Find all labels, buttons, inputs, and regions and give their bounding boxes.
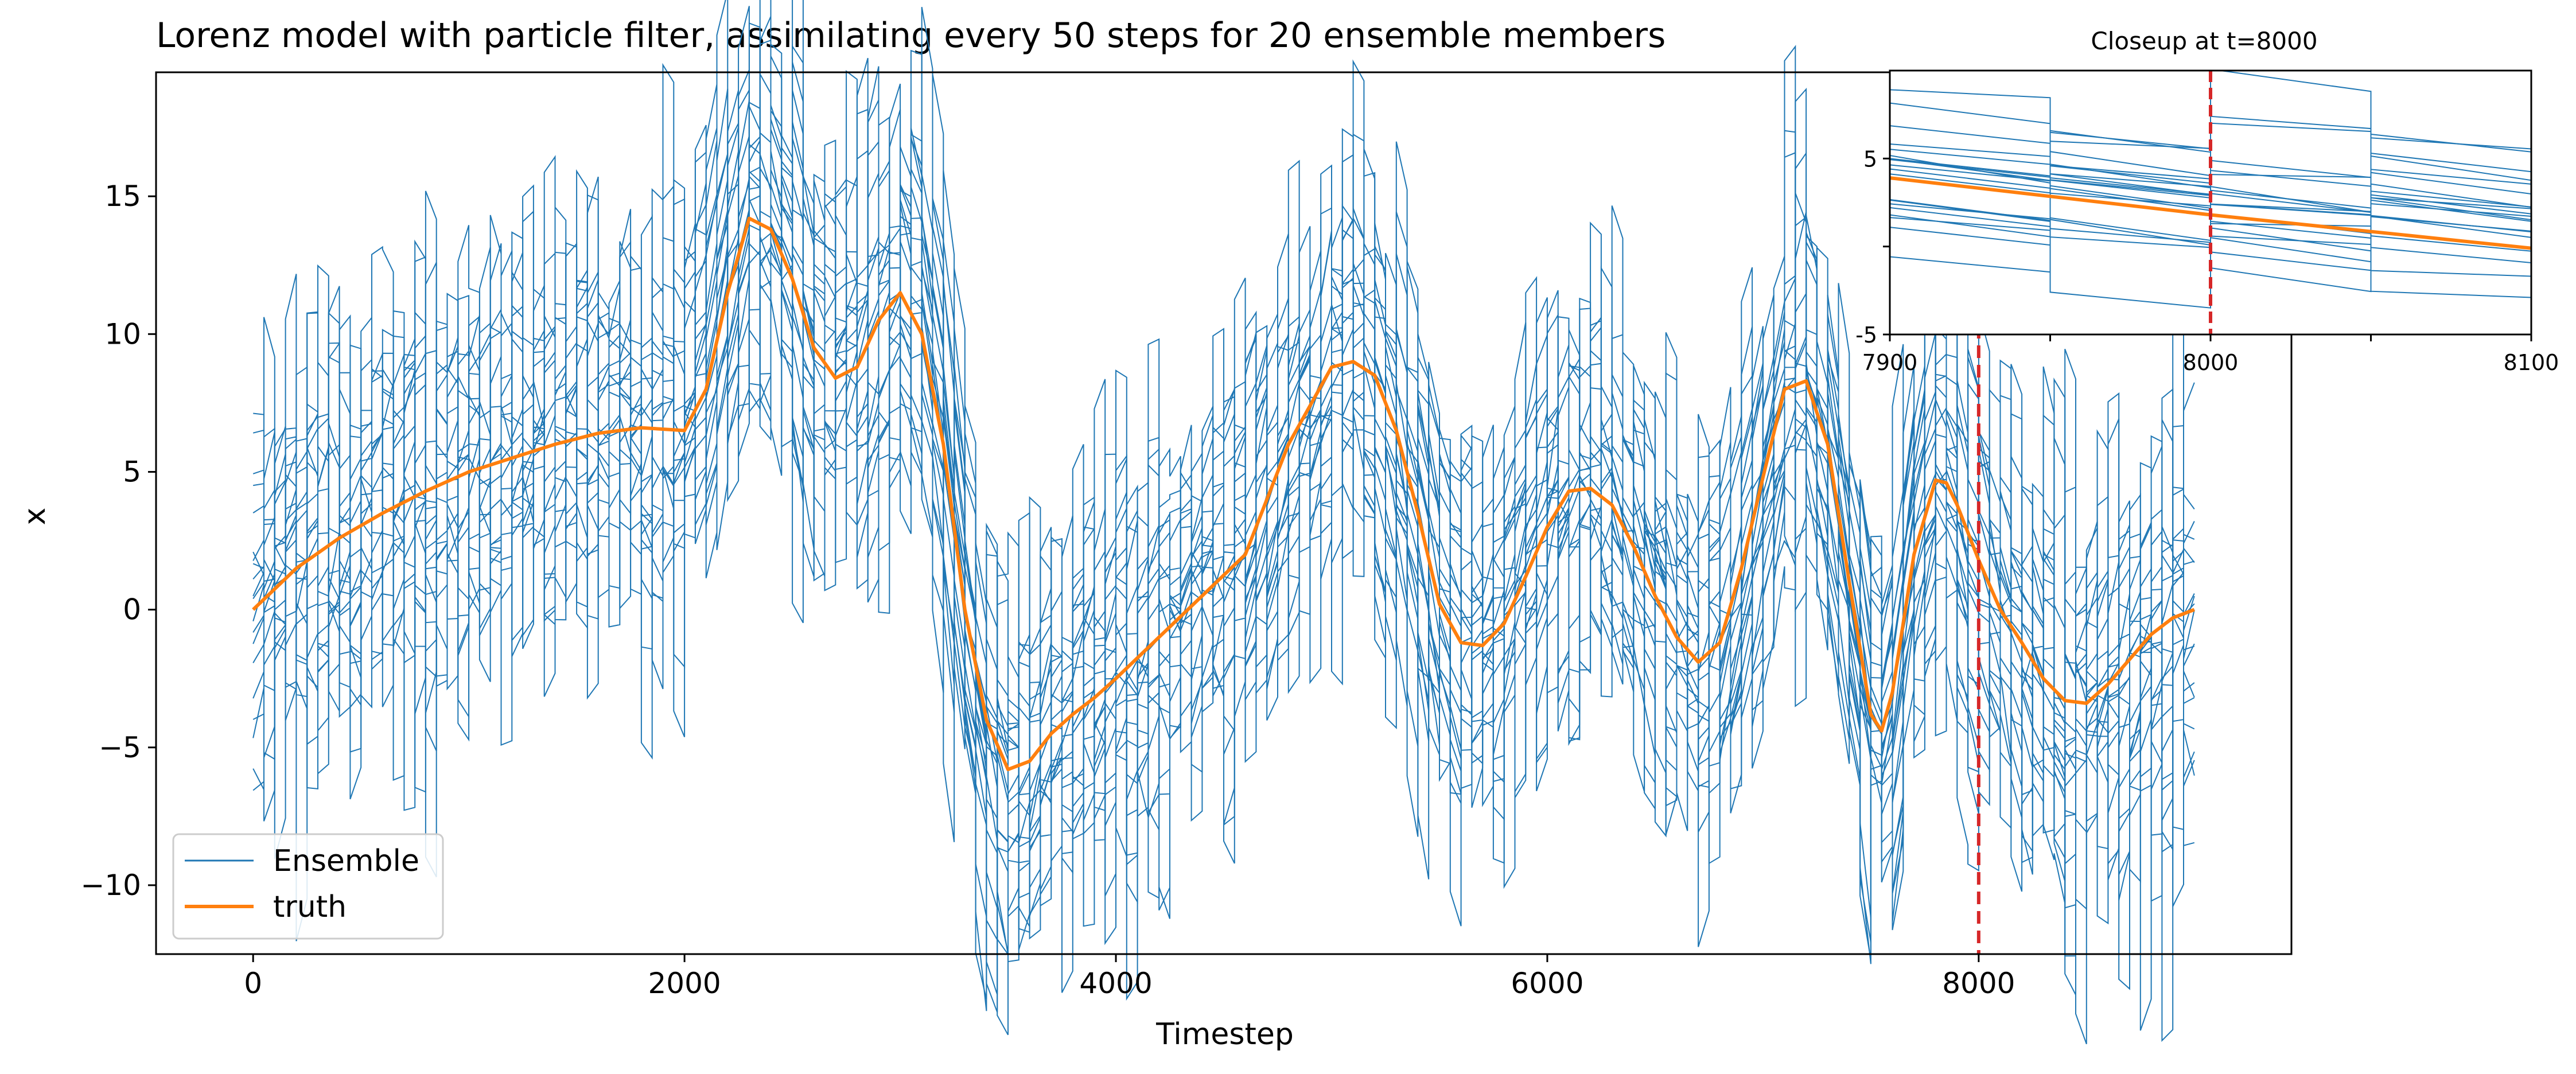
x-tick-label: 4000 xyxy=(1079,967,1152,1000)
y-tick-label: −10 xyxy=(80,869,141,902)
x-tick-label: 6000 xyxy=(1511,967,1583,1000)
x-tick-label: 0 xyxy=(244,967,262,1000)
x-tick-label: 2000 xyxy=(648,967,721,1000)
inset-y-tick-label: -5 xyxy=(1855,322,1877,348)
inset-title: Closeup at t=8000 xyxy=(2091,27,2317,55)
y-axis-label: x xyxy=(18,508,52,526)
truth-line xyxy=(252,216,2195,772)
y-tick-label: −5 xyxy=(99,731,141,764)
main-axes-frame xyxy=(155,71,2293,955)
inset-y-tick-label: 5 xyxy=(1863,146,1877,172)
main-y-ticks: −10 −5 0 5 10 15 xyxy=(80,180,156,902)
main-x-ticks: 0 2000 4000 6000 8000 xyxy=(244,954,2015,1000)
legend-ensemble-label: Ensemble xyxy=(273,844,419,878)
inset-x-tick-label: 8100 xyxy=(2504,350,2559,375)
y-tick-label: 5 xyxy=(123,455,141,488)
main-plot-area xyxy=(252,0,2195,1045)
inset-x-tick-label: 8000 xyxy=(2183,350,2239,375)
inset-y-ticks: -5 5 xyxy=(1855,146,1890,348)
ensemble-member-line xyxy=(252,39,2195,917)
y-tick-label: 0 xyxy=(123,593,141,626)
y-tick-label: 15 xyxy=(104,180,141,213)
inset-clip-group xyxy=(1890,71,2531,334)
x-axis-label: Timestep xyxy=(1155,1017,1294,1052)
inset-x-tick-label: 7900 xyxy=(1862,350,1918,375)
inset-axes-frame xyxy=(1889,69,2532,336)
chart-title: Lorenz model with particle filter, assim… xyxy=(156,15,1666,56)
inset-x-ticks: 7900 8000 8100 xyxy=(1862,334,2559,375)
inset-plot-area xyxy=(1890,71,2531,334)
x-tick-label: 8000 xyxy=(1942,967,2015,1000)
legend: Ensemble truth xyxy=(172,833,444,940)
legend-truth-label: truth xyxy=(273,890,347,924)
y-tick-label: 10 xyxy=(104,317,141,351)
